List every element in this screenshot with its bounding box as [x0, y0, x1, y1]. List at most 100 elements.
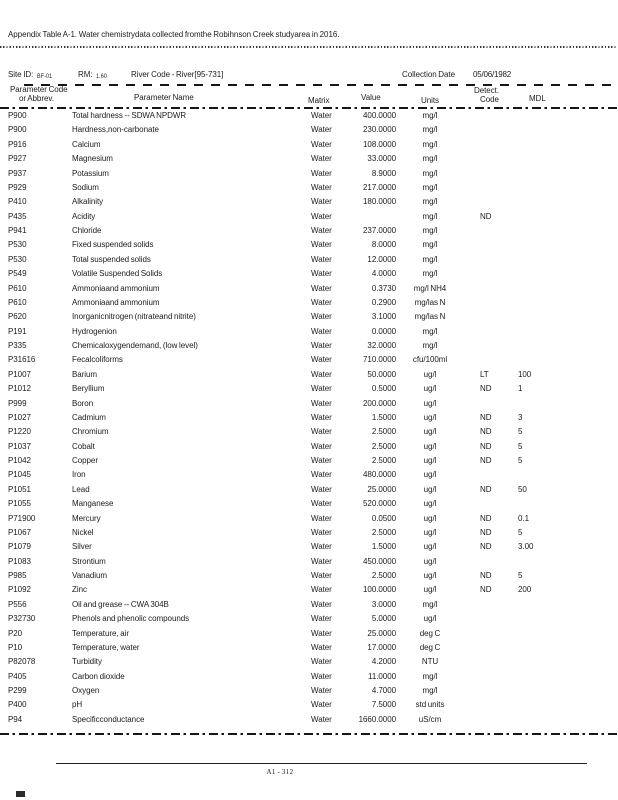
mdl-cell: 1: [518, 384, 523, 394]
table-bottom-divider-dashdot: [0, 733, 617, 735]
value-cell: 1660.0000: [358, 714, 396, 724]
detect-code-cell: ND: [480, 456, 492, 465]
table-row: P610 Ammoniaand ammonium Water 0.2900 mg…: [0, 296, 618, 310]
table-row: P435 Acidity Water mg/l ND: [0, 210, 618, 224]
units-cell: mg/las N: [414, 312, 446, 322]
param-name-cell: Total hardness -- SDWA NPDWR: [72, 111, 187, 120]
matrix-cell: Water: [311, 197, 332, 207]
table-row: P32730 Phenols and phenolic compounds Wa…: [0, 612, 618, 626]
collection-date-value: 05/06/1982: [473, 70, 512, 79]
param-code-cell: P530: [8, 240, 27, 250]
table-row: P71900 Mercury Water 0.0500 ug/l ND 0.1: [0, 512, 618, 526]
table-row: P191 Hydrogenion Water 0.0000 mg/l: [0, 325, 618, 339]
param-name-cell: Oil and grease -- CWA 304B: [72, 599, 169, 609]
param-code-cell: P400: [8, 700, 27, 710]
col-header-matrix: Matrix: [308, 96, 330, 105]
matrix-cell: Water: [311, 556, 332, 566]
param-code-cell: P1067: [8, 527, 31, 537]
value-cell: 11.0000: [368, 671, 396, 681]
units-cell: mg/l: [422, 211, 438, 221]
units-cell: mg/l: [422, 599, 438, 609]
value-cell: 520.0000: [363, 499, 396, 509]
table-row: P1042 Copper Water 2.5000 ug/l ND 5: [0, 454, 618, 468]
river-mile-value: 1.60: [96, 72, 107, 80]
matrix-cell: Water: [311, 269, 332, 279]
units-cell: mg/l: [422, 168, 438, 178]
param-name-cell: Lead: [72, 484, 90, 494]
matrix-cell: Water: [311, 139, 332, 149]
table-row: P1067 Nickel Water 2.5000 ug/l ND 5: [0, 526, 618, 540]
value-cell: 8.0000: [371, 240, 396, 250]
units-cell: ug/l: [423, 513, 437, 523]
column-header-divider-dashdot: [0, 107, 617, 109]
col-header-mdl: MDL: [529, 94, 546, 103]
value-cell: 480.0000: [363, 470, 396, 480]
table-row: P530 Fixed suspended solids Water 8.0000…: [0, 238, 618, 252]
collection-date-label: Collection Date: [402, 70, 456, 79]
units-cell: ug/l: [423, 527, 437, 537]
table-row: P1092 Zinc Water 100.0000 ug/l ND 200: [0, 583, 618, 597]
param-name-cell: Temperature, air: [72, 628, 129, 638]
value-cell: 450.0000: [363, 556, 396, 566]
units-cell: uS/cm: [418, 714, 442, 724]
value-cell: 0.5000: [371, 384, 396, 394]
mdl-cell: 3.00: [518, 542, 534, 552]
detect-code-cell: ND: [480, 412, 492, 422]
table-row: P1045 Iron Water 480.0000 ug/l: [0, 468, 618, 482]
units-cell: mg/l: [422, 139, 438, 149]
value-cell: 1.5000: [371, 412, 396, 422]
value-cell: 25.0000: [367, 484, 396, 494]
table-row: P900 Total hardness -- SDWA NPDWR Water …: [0, 109, 618, 123]
param-name-cell: Cobalt: [72, 441, 95, 451]
value-cell: 0.0000: [371, 326, 396, 336]
units-cell: mg/l: [422, 269, 438, 279]
value-cell: 2.5000: [371, 427, 396, 437]
units-cell: ug/l: [423, 412, 437, 422]
units-cell: mg/l: [422, 111, 438, 120]
units-cell: mg/l NH4: [413, 283, 447, 293]
units-cell: NTU: [421, 657, 439, 667]
units-cell: mg/l: [422, 671, 438, 681]
detect-code-cell: ND: [480, 441, 492, 451]
param-code-cell: P10: [8, 642, 23, 652]
param-name-cell: Sodium: [72, 182, 99, 192]
param-code-cell: P900: [8, 111, 27, 120]
matrix-cell: Water: [311, 671, 332, 681]
param-name-cell: Ammoniaand ammonium: [72, 283, 160, 293]
table-row: P335 Chemicaloxygendemand, (low level) W…: [0, 339, 618, 353]
detect-code-cell: LT: [480, 369, 489, 379]
param-name-cell: Phenols and phenolic compounds: [72, 614, 190, 624]
table-row: P549 Volatile Suspended Solids Water 4.0…: [0, 267, 618, 281]
param-code-cell: P610: [8, 297, 27, 307]
param-name-cell: Iron: [72, 470, 86, 480]
param-name-cell: Total suspended solids: [72, 254, 151, 264]
matrix-cell: Water: [311, 341, 332, 350]
param-name-cell: Nickel: [72, 527, 94, 537]
table-row: P999 Boron Water 200.0000 ug/l: [0, 397, 618, 411]
param-code-cell: P1051: [8, 484, 31, 494]
matrix-cell: Water: [311, 168, 332, 178]
param-name-cell: Turbidity: [72, 657, 102, 667]
param-code-cell: P916: [8, 139, 27, 149]
param-code-cell: P1012: [8, 384, 31, 394]
param-name-cell: Inorganicnitrogen (nitrateand nitrite): [72, 312, 196, 322]
matrix-cell: Water: [311, 283, 332, 293]
matrix-cell: Water: [311, 542, 332, 552]
mdl-cell: 5: [518, 427, 523, 437]
param-code-cell: P941: [8, 226, 27, 235]
table-row: P405 Carbon dioxide Water 11.0000 mg/l: [0, 670, 618, 684]
detect-code-cell: ND: [480, 384, 492, 394]
param-code-cell: P435: [8, 211, 27, 221]
value-cell: 2.5000: [371, 571, 396, 580]
value-cell: 17.0000: [367, 642, 396, 652]
matrix-cell: Water: [311, 412, 332, 422]
param-name-cell: Cadmium: [72, 412, 106, 422]
value-cell: [320, 210, 396, 224]
param-name-cell: Hydrogenion: [72, 326, 117, 336]
param-code-cell: P1045: [8, 470, 31, 480]
matrix-cell: Water: [311, 714, 332, 724]
param-name-cell: Ammoniaand ammonium: [72, 297, 160, 307]
mdl-cell: 5: [518, 441, 523, 451]
table-row: P1027 Cadmium Water 1.5000 ug/l ND 3: [0, 411, 618, 425]
param-name-cell: Vanadium: [72, 571, 108, 580]
